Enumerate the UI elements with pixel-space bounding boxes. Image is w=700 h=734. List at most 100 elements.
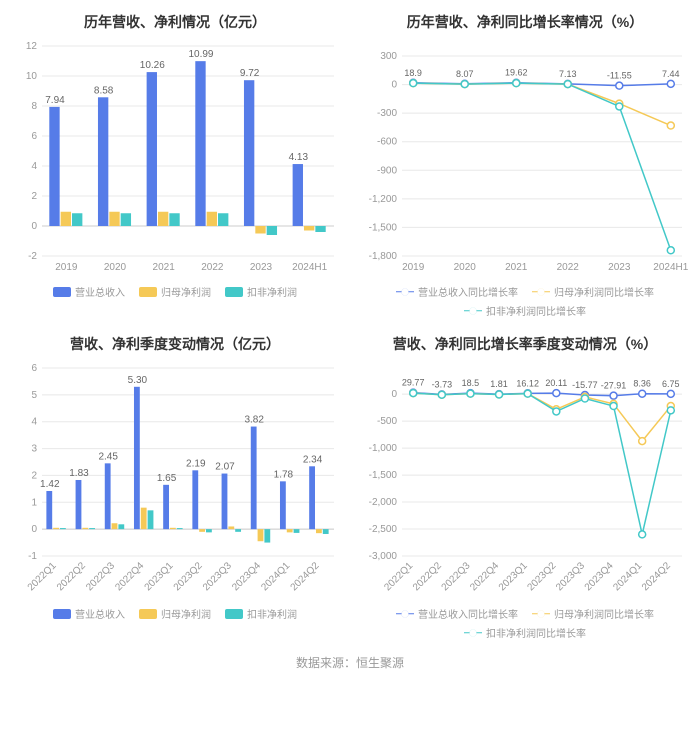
svg-text:19.62: 19.62 bbox=[505, 68, 528, 78]
svg-text:10.99: 10.99 bbox=[188, 49, 213, 60]
svg-text:8: 8 bbox=[31, 101, 37, 112]
panel-chart4: 营收、净利同比增长率季度变动情况（%） -3,000-2,500-2,000-1… bbox=[350, 322, 700, 644]
svg-text:2023: 2023 bbox=[250, 262, 273, 273]
svg-text:6: 6 bbox=[31, 131, 37, 142]
svg-text:2022: 2022 bbox=[557, 262, 580, 273]
svg-text:2024Q1: 2024Q1 bbox=[611, 560, 644, 593]
panel-chart2: 历年营收、净利同比增长率情况（%） -1,800-1,500-1,200-900… bbox=[350, 0, 700, 322]
svg-text:2: 2 bbox=[31, 191, 37, 202]
chart4-svg: -3,000-2,500-2,000-1,500-1,000-50002022Q… bbox=[358, 362, 692, 602]
svg-text:6.75: 6.75 bbox=[662, 379, 680, 389]
svg-text:-500: -500 bbox=[377, 416, 397, 427]
chart2-title: 历年营收、净利同比增长率情况（%） bbox=[358, 12, 692, 32]
svg-text:2.45: 2.45 bbox=[98, 451, 118, 462]
svg-text:-1,200: -1,200 bbox=[369, 194, 398, 205]
chart1-legend: 营业总收入归母净利润扣非净利润 bbox=[8, 284, 342, 299]
svg-text:2022Q4: 2022Q4 bbox=[113, 560, 146, 593]
svg-text:2022Q2: 2022Q2 bbox=[55, 560, 88, 593]
svg-text:4: 4 bbox=[31, 417, 37, 428]
svg-text:1.78: 1.78 bbox=[274, 469, 294, 480]
svg-text:300: 300 bbox=[380, 51, 397, 62]
svg-text:-300: -300 bbox=[377, 108, 397, 119]
panel-chart1: 历年营收、净利情况（亿元） -202468101220197.9420208.5… bbox=[0, 0, 350, 322]
svg-text:0: 0 bbox=[31, 524, 37, 535]
legend-item: 归母净利润 bbox=[139, 284, 211, 299]
svg-text:18.9: 18.9 bbox=[404, 68, 422, 78]
svg-text:-2,000: -2,000 bbox=[369, 497, 398, 508]
chart3-title: 营收、净利季度变动情况（亿元） bbox=[8, 334, 342, 354]
svg-text:-2: -2 bbox=[28, 251, 37, 262]
legend-item: 扣非净利润 bbox=[225, 284, 297, 299]
legend-item: 扣非净利润 bbox=[225, 606, 297, 621]
svg-text:2024H1: 2024H1 bbox=[292, 262, 327, 273]
legend-item: 营业总收入同比增长率 bbox=[396, 284, 518, 299]
svg-text:-27.91: -27.91 bbox=[601, 381, 627, 391]
chart2-svg: -1,800-1,500-1,200-900-600-3000300201920… bbox=[358, 40, 692, 280]
svg-text:-600: -600 bbox=[377, 137, 397, 148]
svg-text:0: 0 bbox=[391, 389, 397, 400]
svg-text:2022Q1: 2022Q1 bbox=[26, 560, 59, 593]
chart4-title: 营收、净利同比增长率季度变动情况（%） bbox=[358, 334, 692, 354]
chart1-title: 历年营收、净利情况（亿元） bbox=[8, 12, 342, 32]
svg-text:8.58: 8.58 bbox=[94, 85, 114, 96]
svg-text:2023Q3: 2023Q3 bbox=[554, 560, 587, 593]
chart3-legend: 营业总收入归母净利润扣非净利润 bbox=[8, 606, 342, 621]
legend-item: 扣非净利润同比增长率 bbox=[464, 625, 586, 640]
chart-grid: 历年营收、净利情况（亿元） -202468101220197.9420208.5… bbox=[0, 0, 700, 644]
svg-text:10: 10 bbox=[26, 71, 38, 82]
svg-text:-15.77: -15.77 bbox=[572, 380, 598, 390]
svg-text:-1,500: -1,500 bbox=[369, 470, 398, 481]
svg-text:7.44: 7.44 bbox=[662, 69, 680, 79]
legend-item: 归母净利润 bbox=[139, 606, 211, 621]
svg-text:-1,000: -1,000 bbox=[369, 443, 398, 454]
svg-text:-1: -1 bbox=[28, 551, 37, 562]
svg-text:2019: 2019 bbox=[55, 262, 78, 273]
svg-text:2024Q2: 2024Q2 bbox=[289, 560, 322, 593]
svg-text:20.11: 20.11 bbox=[545, 378, 567, 388]
chart1-svg: -202468101220197.9420208.58202110.262022… bbox=[8, 40, 342, 280]
svg-text:4: 4 bbox=[31, 161, 37, 172]
svg-text:1.83: 1.83 bbox=[69, 468, 89, 479]
svg-text:10.26: 10.26 bbox=[140, 60, 165, 71]
svg-text:16.12: 16.12 bbox=[516, 378, 539, 388]
svg-text:0: 0 bbox=[31, 221, 37, 232]
svg-text:2.19: 2.19 bbox=[186, 458, 206, 469]
legend-item: 营业总收入 bbox=[53, 606, 125, 621]
svg-text:3: 3 bbox=[31, 444, 37, 455]
svg-text:-3.73: -3.73 bbox=[432, 379, 453, 389]
svg-text:-11.55: -11.55 bbox=[607, 71, 632, 81]
svg-text:29.77: 29.77 bbox=[402, 378, 425, 388]
legend-item: 营业总收入同比增长率 bbox=[396, 606, 518, 621]
svg-text:2022Q4: 2022Q4 bbox=[468, 560, 501, 593]
legend-item: 归母净利润同比增长率 bbox=[532, 606, 654, 621]
svg-text:2023Q4: 2023Q4 bbox=[230, 560, 263, 593]
svg-text:2.07: 2.07 bbox=[215, 462, 235, 473]
svg-text:8.36: 8.36 bbox=[633, 379, 651, 389]
svg-text:3.82: 3.82 bbox=[244, 415, 264, 426]
svg-text:2024Q1: 2024Q1 bbox=[259, 560, 292, 593]
legend-item: 营业总收入 bbox=[53, 284, 125, 299]
svg-text:8.07: 8.07 bbox=[456, 69, 474, 79]
svg-text:6: 6 bbox=[31, 363, 37, 374]
svg-text:2023Q1: 2023Q1 bbox=[143, 560, 176, 593]
svg-text:2021: 2021 bbox=[153, 262, 176, 273]
svg-text:2024Q2: 2024Q2 bbox=[640, 560, 673, 593]
svg-text:0: 0 bbox=[391, 80, 397, 91]
chart3-svg: -101234562022Q11.422022Q21.832022Q32.452… bbox=[8, 362, 342, 602]
svg-text:2023Q3: 2023Q3 bbox=[201, 560, 234, 593]
legend-item: 扣非净利润同比增长率 bbox=[464, 303, 586, 318]
svg-text:2023Q4: 2023Q4 bbox=[583, 560, 616, 593]
svg-text:-2,500: -2,500 bbox=[369, 524, 398, 535]
panel-chart3: 营收、净利季度变动情况（亿元） -101234562022Q11.422022Q… bbox=[0, 322, 350, 644]
svg-text:1: 1 bbox=[31, 497, 37, 508]
svg-text:2022Q2: 2022Q2 bbox=[411, 560, 444, 593]
svg-text:12: 12 bbox=[26, 41, 38, 52]
svg-text:-1,500: -1,500 bbox=[369, 222, 398, 233]
svg-text:9.72: 9.72 bbox=[240, 68, 260, 79]
svg-text:2024H1: 2024H1 bbox=[653, 262, 688, 273]
svg-text:2022Q3: 2022Q3 bbox=[440, 560, 473, 593]
svg-text:1.81: 1.81 bbox=[490, 379, 508, 389]
svg-text:18.5: 18.5 bbox=[462, 378, 480, 388]
svg-text:1.65: 1.65 bbox=[157, 473, 177, 484]
svg-text:2023: 2023 bbox=[608, 262, 631, 273]
